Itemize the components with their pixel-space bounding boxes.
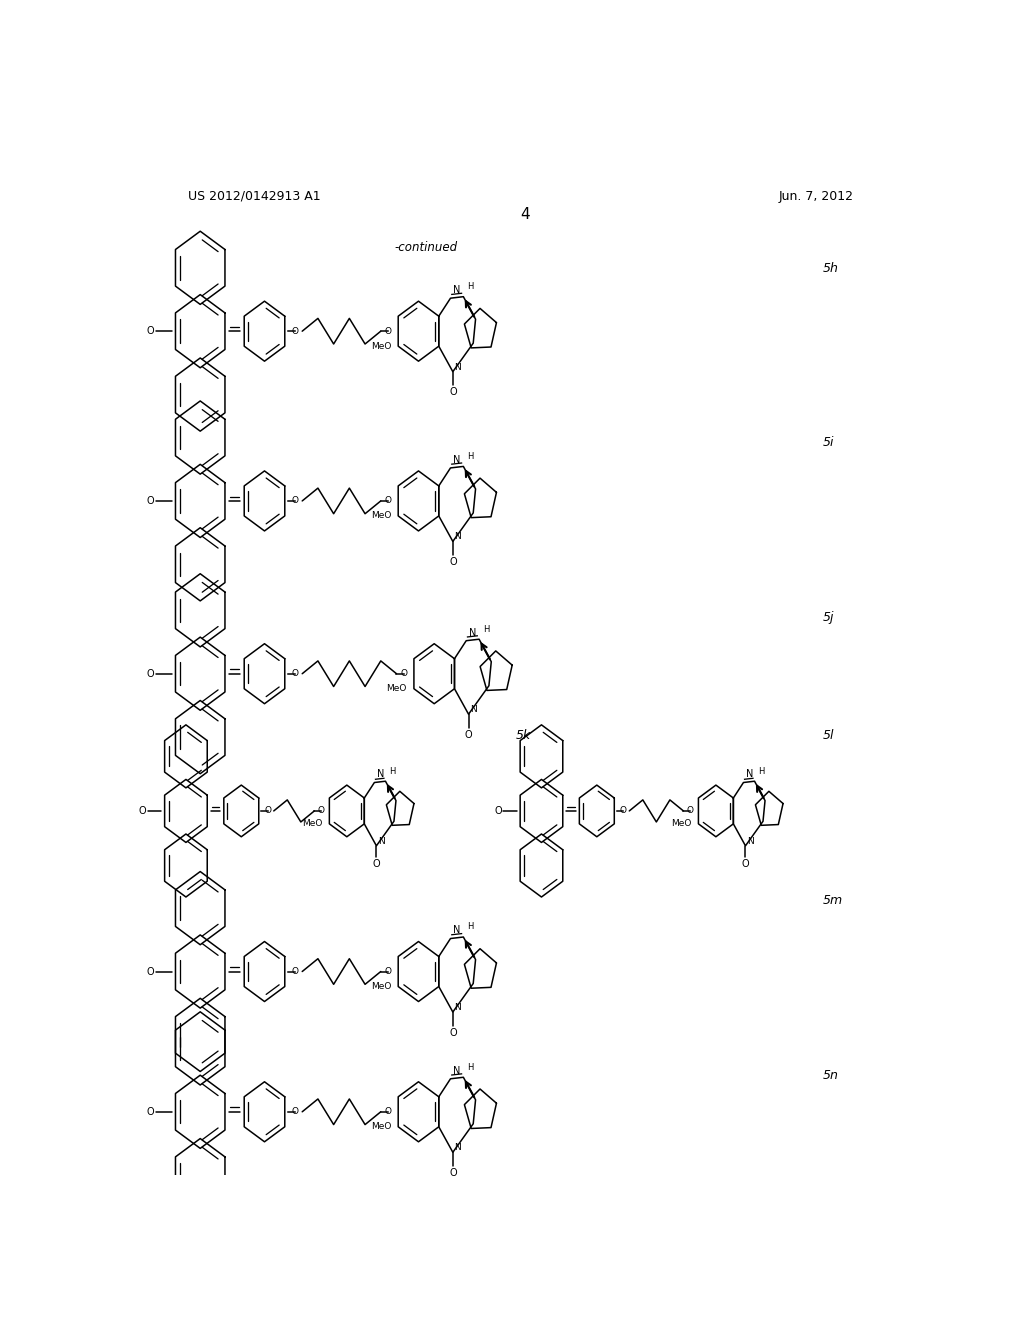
Text: O: O: [146, 1106, 155, 1117]
Text: MeO: MeO: [371, 511, 391, 520]
Text: N: N: [453, 285, 460, 296]
Text: O: O: [146, 496, 155, 506]
Text: 5k: 5k: [515, 729, 530, 742]
Text: O: O: [686, 807, 693, 816]
Text: O: O: [146, 669, 155, 678]
Text: O: O: [292, 968, 299, 975]
Text: O: O: [139, 807, 146, 816]
Text: H: H: [483, 624, 489, 634]
Text: O: O: [495, 807, 502, 816]
Text: 5l: 5l: [822, 729, 834, 742]
Text: N: N: [455, 1143, 461, 1152]
Text: H: H: [467, 282, 474, 290]
Text: O: O: [264, 807, 271, 816]
Text: O: O: [317, 807, 324, 816]
Text: O: O: [384, 968, 391, 975]
Text: 5h: 5h: [822, 261, 839, 275]
Text: H: H: [467, 923, 474, 932]
Text: O: O: [741, 859, 750, 870]
Text: -continued: -continued: [394, 242, 457, 255]
Text: N: N: [377, 770, 384, 779]
Text: N: N: [745, 770, 754, 779]
Text: 4: 4: [520, 207, 529, 222]
Text: N: N: [469, 627, 476, 638]
Text: O: O: [384, 326, 391, 335]
Text: MeO: MeO: [371, 982, 391, 991]
Text: Jun. 7, 2012: Jun. 7, 2012: [778, 190, 854, 202]
Text: O: O: [384, 1107, 391, 1117]
Text: O: O: [449, 1168, 457, 1177]
Text: US 2012/0142913 A1: US 2012/0142913 A1: [187, 190, 321, 202]
Text: N: N: [470, 705, 477, 714]
Text: MeO: MeO: [386, 684, 407, 693]
Text: O: O: [449, 387, 457, 397]
Text: H: H: [467, 451, 474, 461]
Text: O: O: [465, 730, 472, 739]
Text: O: O: [449, 557, 457, 568]
Text: 5i: 5i: [822, 437, 834, 450]
Text: N: N: [453, 455, 460, 465]
Text: O: O: [292, 669, 299, 678]
Text: H: H: [389, 767, 396, 776]
Text: O: O: [292, 496, 299, 506]
Text: O: O: [400, 669, 408, 678]
Text: MeO: MeO: [371, 342, 391, 351]
Text: O: O: [620, 807, 627, 816]
Text: 5n: 5n: [822, 1069, 839, 1081]
Text: N: N: [453, 925, 460, 936]
Text: O: O: [292, 326, 299, 335]
Text: O: O: [146, 326, 155, 337]
Text: N: N: [453, 1065, 460, 1076]
Text: H: H: [759, 767, 765, 776]
Text: N: N: [378, 837, 385, 846]
Text: O: O: [449, 1028, 457, 1038]
Text: MeO: MeO: [371, 1122, 391, 1131]
Text: 5m: 5m: [822, 894, 843, 907]
Text: H: H: [467, 1063, 474, 1072]
Text: N: N: [455, 1003, 461, 1012]
Text: N: N: [455, 532, 461, 541]
Text: O: O: [292, 1107, 299, 1117]
Text: 5j: 5j: [822, 611, 834, 624]
Text: O: O: [373, 859, 380, 870]
Text: MeO: MeO: [302, 820, 323, 829]
Text: N: N: [455, 363, 461, 372]
Text: O: O: [384, 496, 391, 506]
Text: O: O: [146, 966, 155, 977]
Text: MeO: MeO: [672, 820, 692, 829]
Text: N: N: [748, 837, 754, 846]
